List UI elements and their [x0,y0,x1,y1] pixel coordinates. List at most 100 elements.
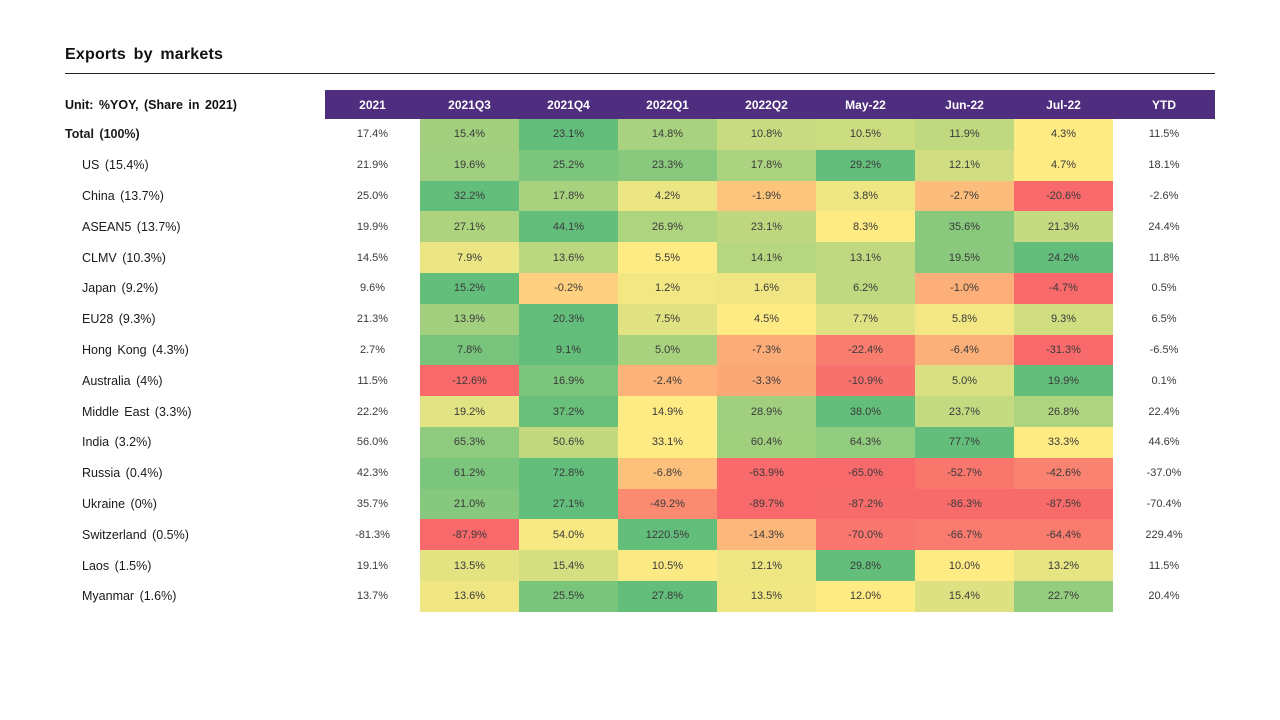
value-cell: 22.2% [356,405,389,418]
value-cell: 14.5% [356,251,389,264]
value-cell: 77.7% [915,426,1014,458]
table-body: Total (100%) 17.4% 15.4% 23.1% 14.8% 10.8% 10.… [65,119,1215,612]
value-cell: 7.5% [618,303,717,335]
value-cell: 64.3% [816,426,915,458]
value-cell: 23.1% [717,211,816,243]
value-cell: 6.2% [816,272,915,304]
value-cell: 19.2% [420,396,519,427]
value-cell: 13.1% [816,242,915,273]
value-cell: 15.4% [420,119,519,150]
value-cell: 9.1% [519,334,618,366]
table-row: Myanmar (1.6%) 13.7% 13.6% 25.5% 27.8% 13.5% 1… [65,580,1215,612]
value-cell: 6.5% [1151,313,1177,326]
value-cell: 13.7% [356,590,389,603]
table-row: China (13.7%) 25.0% 32.2% 17.8% 4.2% -1.9% 3.8… [65,180,1215,212]
column-header: YTD [1113,90,1215,119]
value-cell: 10.0% [915,550,1014,581]
report-page: Exports by markets Unit: %YOY, (Share in… [65,0,1215,612]
value-cell: 21.0% [420,488,519,520]
row-label: Hong Kong (4.3%) [65,334,325,366]
value-cell: 50.6% [519,426,618,458]
value-cell: -42.6% [1014,457,1113,489]
value-cell: 72.8% [519,457,618,489]
value-cell: -63.9% [717,457,816,489]
value-cell: 35.7% [356,497,389,510]
value-cell: 11.8% [1148,251,1180,264]
value-cell: 3.8% [816,180,915,212]
value-cell: -6.8% [618,457,717,489]
column-header: 2021Q4 [519,90,618,119]
value-cell: 33.3% [1014,426,1113,458]
column-header: Jul-22 [1014,90,1113,119]
value-cell: 25.5% [519,580,618,612]
value-cell: 17.4% [356,128,389,141]
value-cell: -31.3% [1014,334,1113,366]
table-row: Russia (0.4%) 42.3% 61.2% 72.8% -6.8% -63.9% -… [65,457,1215,489]
row-label: Russia (0.4%) [65,457,325,489]
value-cell: 2.7% [359,343,386,356]
value-cell: 1.2% [618,272,717,304]
exports-heatmap-table: Unit: %YOY, (Share in 2021) 2021 2021Q3 20… [65,90,1215,612]
value-cell: -87.5% [1014,488,1113,520]
unit-label: Unit: %YOY, (Share in 2021) [65,90,325,119]
table-row: EU28 (9.3%) 21.3% 13.9% 20.3% 7.5% 4.5% 7.7% 5.… [65,303,1215,335]
value-cell: 11.5% [1148,559,1180,572]
value-cell: 54.0% [519,519,618,551]
value-cell: 24.4% [1148,220,1180,233]
value-cell: -64.4% [1014,519,1113,551]
value-cell: 27.1% [519,488,618,520]
value-cell: 13.5% [420,550,519,581]
value-cell: 7.9% [420,242,519,273]
table-row: Laos (1.5%) 19.1% 13.5% 15.4% 10.5% 12.1% 29.8… [65,550,1215,581]
table-row: Middle East (3.3%) 22.2% 19.2% 37.2% 14.9% 28… [65,396,1215,427]
value-cell: -1.9% [717,180,816,212]
value-cell: 9.6% [359,282,386,295]
value-cell: -20.6% [1014,180,1113,212]
row-label: US (15.4%) [65,149,325,181]
value-cell: 4.7% [1014,149,1113,181]
value-cell: 16.9% [519,365,618,397]
value-cell: -6.5% [1149,343,1179,356]
value-cell: 5.0% [915,365,1014,397]
value-cell: 19.5% [915,242,1014,273]
table-row: ASEAN5 (13.7%) 19.9% 27.1% 44.1% 26.9% 23.1% 8… [65,211,1215,243]
value-cell: 61.2% [420,457,519,489]
value-cell: 11.9% [915,119,1014,150]
value-cell: -2.4% [618,365,717,397]
table-row: India (3.2%) 56.0% 65.3% 50.6% 33.1% 60.4% 64.… [65,426,1215,458]
column-header: 2021 [325,90,420,119]
column-header: 2022Q1 [618,90,717,119]
value-cell: 5.8% [915,303,1014,335]
value-cell: -10.9% [816,365,915,397]
value-cell: 10.8% [717,119,816,150]
row-label: CLMV (10.3%) [65,242,325,273]
value-cell: 14.8% [618,119,717,150]
value-cell: -7.3% [717,334,816,366]
value-cell: 28.9% [717,396,816,427]
value-cell: -22.4% [816,334,915,366]
value-cell: 17.8% [717,149,816,181]
value-cell: 29.2% [816,149,915,181]
value-cell: -49.2% [618,488,717,520]
value-cell: 33.1% [618,426,717,458]
value-cell: 44.6% [1148,436,1180,449]
value-cell: -1.0% [915,272,1014,304]
row-label: India (3.2%) [65,426,325,458]
value-cell: 32.2% [420,180,519,212]
table-row: Australia (4%) 11.5% -12.6% 16.9% -2.4% -3.3%… [65,365,1215,397]
row-label: EU28 (9.3%) [65,303,325,335]
value-cell: -6.4% [915,334,1014,366]
value-cell: -4.7% [1014,272,1113,304]
value-cell: 26.9% [618,211,717,243]
value-cell: -66.7% [915,519,1014,551]
value-cell: 23.1% [519,119,618,150]
value-cell: 22.4% [1148,405,1180,418]
table-row: Hong Kong (4.3%) 2.7% 7.8% 9.1% 5.0% -7.3% -22… [65,334,1215,366]
value-cell: 14.1% [717,242,816,273]
value-cell: 11.5% [357,374,388,387]
row-label: Laos (1.5%) [65,550,325,581]
column-header: Jun-22 [915,90,1014,119]
value-cell: 7.7% [816,303,915,335]
value-cell: 13.6% [420,580,519,612]
value-cell: 5.0% [618,334,717,366]
